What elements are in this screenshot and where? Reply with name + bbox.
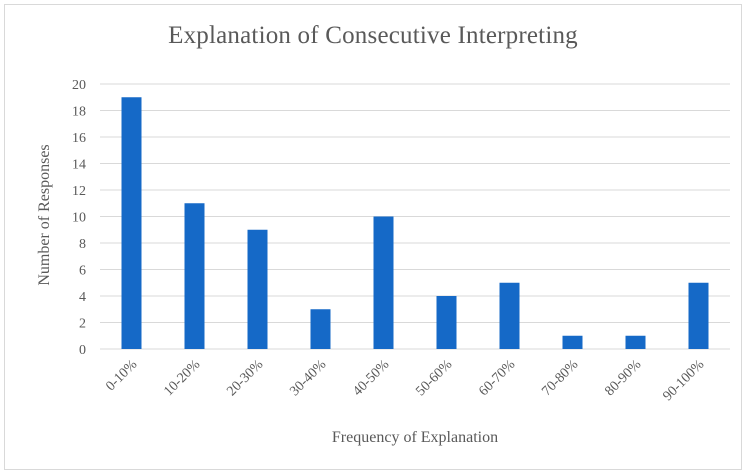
x-tick-labels: 0-10% 10-20% 20-30% 30-40% 40-50% 50-60% 60-70… bbox=[103, 357, 707, 404]
y-tick-label: 4 bbox=[79, 290, 86, 305]
x-tick-label: 50-60% bbox=[413, 357, 455, 399]
x-tick-label: 60-70% bbox=[476, 357, 518, 399]
bar-50-60% bbox=[436, 296, 457, 349]
y-tick-label: 16 bbox=[72, 131, 86, 146]
y-tick-label: 14 bbox=[72, 158, 86, 173]
x-tick-label: 10-20% bbox=[161, 357, 203, 399]
y-tick-label: 12 bbox=[72, 184, 86, 199]
bar-60-70% bbox=[499, 282, 520, 349]
bar-40-50% bbox=[373, 216, 394, 349]
bar-20-30% bbox=[247, 229, 268, 349]
x-tick-label: 0-10% bbox=[103, 357, 140, 394]
x-tick-label: 80-90% bbox=[602, 357, 644, 399]
x-tick-label: 40-50% bbox=[350, 357, 392, 399]
y-tick-label: 6 bbox=[79, 264, 86, 279]
y-tick-label: 18 bbox=[72, 105, 86, 120]
y-tick-labels: 0 2 4 6 8 10 12 14 16 18 20 bbox=[72, 78, 86, 358]
bar-30-40% bbox=[310, 309, 331, 349]
y-tick-label: 8 bbox=[79, 237, 86, 252]
x-tick-label: 20-30% bbox=[224, 357, 266, 399]
bar-90-100% bbox=[688, 282, 709, 349]
y-tick-label: 0 bbox=[79, 343, 86, 358]
bars bbox=[121, 97, 709, 349]
bar-80-90% bbox=[625, 335, 646, 349]
y-tick-label: 20 bbox=[72, 78, 86, 93]
x-tick-label: 70-80% bbox=[539, 357, 581, 399]
bar-70-80% bbox=[562, 335, 583, 349]
x-axis-label: Frequency of Explanation bbox=[331, 429, 499, 446]
chart-title: Explanation of Consecutive Interpreting bbox=[168, 22, 578, 49]
y-tick-label: 10 bbox=[72, 211, 86, 226]
x-tick-label: 30-40% bbox=[287, 357, 329, 399]
gridlines bbox=[100, 83, 730, 350]
x-tick-label: 90-100% bbox=[660, 357, 707, 404]
y-tick-label: 2 bbox=[79, 317, 86, 332]
bar-0-10% bbox=[121, 97, 142, 349]
bar-10-20% bbox=[184, 203, 205, 349]
